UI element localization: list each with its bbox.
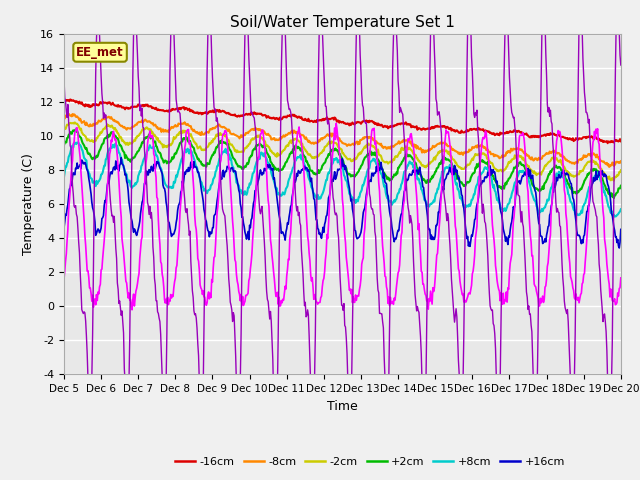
+2cm: [60, 142, 68, 148]
+32cm: [60, 276, 68, 282]
+8cm: [389, 200, 397, 206]
-16cm: [207, 108, 215, 114]
-2cm: [71, 120, 79, 125]
+16cm: [207, 231, 215, 237]
-16cm: [604, 140, 611, 146]
-2cm: [444, 150, 451, 156]
+32cm: [445, 129, 452, 135]
+64cm: [388, 134, 396, 140]
+32cm: [617, 275, 625, 281]
+8cm: [183, 147, 191, 153]
+32cm: [390, 301, 397, 307]
-8cm: [617, 158, 625, 164]
+8cm: [207, 182, 215, 188]
+64cm: [566, 379, 574, 385]
+2cm: [335, 150, 342, 156]
-2cm: [617, 168, 625, 173]
+2cm: [566, 185, 574, 191]
Line: +8cm: +8cm: [64, 143, 621, 216]
+2cm: [183, 135, 191, 141]
-16cm: [183, 106, 191, 111]
+8cm: [611, 214, 618, 219]
+8cm: [444, 165, 451, 171]
+32cm: [568, 276, 575, 282]
+16cm: [335, 168, 342, 173]
Line: +32cm: +32cm: [64, 123, 621, 310]
-8cm: [566, 159, 574, 165]
+2cm: [610, 195, 618, 201]
Line: -2cm: -2cm: [64, 122, 621, 180]
+16cm: [566, 180, 574, 186]
-16cm: [389, 123, 397, 129]
+16cm: [60, 225, 68, 231]
-2cm: [60, 127, 68, 132]
+64cm: [206, 3, 214, 9]
+16cm: [389, 229, 397, 235]
+64cm: [182, 210, 190, 216]
Line: -8cm: -8cm: [64, 114, 621, 167]
-8cm: [207, 126, 215, 132]
Line: +2cm: +2cm: [64, 130, 621, 198]
+32cm: [128, 307, 136, 312]
+16cm: [616, 245, 623, 251]
-8cm: [605, 164, 613, 170]
X-axis label: Time: Time: [327, 400, 358, 413]
Line: +64cm: +64cm: [64, 0, 621, 436]
-16cm: [566, 136, 574, 142]
-16cm: [444, 124, 451, 130]
-8cm: [335, 137, 342, 143]
-2cm: [183, 129, 191, 135]
+8cm: [566, 199, 574, 204]
-8cm: [60, 115, 68, 120]
+16cm: [117, 155, 125, 160]
Line: -16cm: -16cm: [64, 99, 621, 143]
-2cm: [335, 145, 342, 151]
+16cm: [183, 167, 191, 173]
+16cm: [444, 170, 451, 176]
-16cm: [67, 96, 74, 102]
+8cm: [74, 140, 81, 145]
+32cm: [207, 295, 215, 300]
+64cm: [617, 62, 625, 68]
+2cm: [207, 156, 215, 161]
+64cm: [444, 211, 451, 216]
+32cm: [335, 148, 343, 154]
-16cm: [60, 97, 68, 103]
+16cm: [617, 227, 625, 232]
-16cm: [335, 118, 342, 123]
+64cm: [334, 228, 342, 234]
+8cm: [335, 159, 342, 165]
-2cm: [566, 171, 574, 177]
-2cm: [389, 157, 397, 163]
-8cm: [183, 122, 191, 128]
-16cm: [617, 138, 625, 144]
+2cm: [617, 183, 625, 189]
+64cm: [569, 433, 577, 439]
-2cm: [207, 140, 215, 146]
+2cm: [444, 156, 451, 162]
Title: Soil/Water Temperature Set 1: Soil/Water Temperature Set 1: [230, 15, 455, 30]
-2cm: [610, 178, 618, 183]
+32cm: [332, 120, 340, 126]
+2cm: [389, 174, 397, 180]
+2cm: [72, 127, 79, 132]
-8cm: [65, 111, 72, 117]
-8cm: [444, 144, 451, 149]
Y-axis label: Temperature (C): Temperature (C): [22, 153, 35, 255]
Text: EE_met: EE_met: [76, 46, 124, 59]
+8cm: [617, 206, 625, 212]
+8cm: [60, 174, 68, 180]
-8cm: [389, 144, 397, 149]
Line: +16cm: +16cm: [64, 157, 621, 248]
+32cm: [183, 128, 191, 134]
+64cm: [60, 76, 68, 82]
